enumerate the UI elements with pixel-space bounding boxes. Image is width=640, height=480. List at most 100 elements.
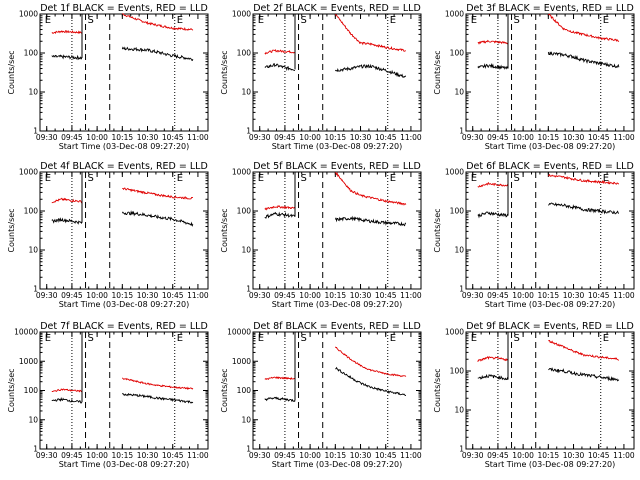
- x-tick-label: 10:45: [162, 291, 184, 300]
- x-tick-label: 09:30: [249, 451, 271, 460]
- x-tick-label: 10:45: [375, 451, 397, 460]
- y-tick-label: 1000: [232, 357, 251, 366]
- x-tick-label: 10:30: [350, 291, 372, 300]
- panel-2: Det 2f BLACK = Events, RED = LLD 1 10 100 10…: [220, 3, 422, 151]
- marker-label: E: [45, 15, 51, 26]
- x-tick-label: 09:45: [61, 451, 83, 460]
- y-axis-label: Counts/sec: [7, 50, 16, 94]
- y-tick-label: 10000: [14, 328, 38, 337]
- lld-series: [547, 173, 620, 185]
- x-tick-label: 09:45: [274, 133, 296, 142]
- events-series: [121, 392, 194, 404]
- lld-series: [548, 339, 619, 361]
- x-tick-label: 10:30: [137, 451, 159, 460]
- plot-frame: [39, 331, 209, 450]
- x-tick-label: 10:15: [112, 133, 134, 142]
- x-tick-label: 09:45: [487, 291, 509, 300]
- panel-title: Det 8f BLACK = Events, RED = LLD: [253, 321, 421, 332]
- marker-label: E: [258, 333, 264, 344]
- x-tick-label: 10:30: [563, 451, 585, 460]
- x-tick-label: 10:30: [350, 133, 372, 142]
- y-axis-label: Counts/sec: [433, 368, 442, 412]
- lld-series: [51, 29, 83, 35]
- x-tick-label: 10:30: [137, 133, 159, 142]
- events-series: [264, 396, 296, 403]
- events-series: [334, 63, 407, 78]
- lld-series: [477, 355, 509, 363]
- y-tick-label: 1000: [19, 357, 38, 366]
- x-tick-label: 09:45: [487, 133, 509, 142]
- marker-label: S: [88, 15, 94, 26]
- x-tick-label: 09:30: [36, 451, 58, 460]
- x-tick-label: 10:45: [162, 133, 184, 142]
- x-tick-label: 10:00: [512, 133, 534, 142]
- panel-title: Det 3f BLACK = Events, RED = LLD: [466, 3, 634, 14]
- x-tick-label: 11:00: [400, 291, 422, 300]
- x-axis-label: Start Time (03-Dec-08 09:27:20): [59, 142, 190, 151]
- events-series: [548, 202, 619, 215]
- x-tick-label: 10:30: [350, 451, 372, 460]
- marker-label: E: [471, 173, 477, 184]
- y-tick-label: 100: [450, 207, 465, 216]
- x-axis-label: Start Time (03-Dec-08 09:27:20): [272, 300, 403, 309]
- y-tick-label: 1: [33, 127, 38, 136]
- lld-series: [548, 13, 620, 43]
- y-tick-label: 100: [450, 367, 465, 376]
- lld-series: [477, 39, 509, 45]
- x-tick-label: 10:45: [375, 133, 397, 142]
- events-series: [264, 62, 295, 72]
- x-axis-label: Start Time (03-Dec-08 09:27:20): [59, 460, 190, 469]
- x-tick-label: 09:45: [274, 291, 296, 300]
- events-series: [51, 54, 83, 61]
- x-tick-label: 10:00: [86, 291, 108, 300]
- y-tick-label: 1: [246, 127, 251, 136]
- x-tick-label: 11:00: [613, 291, 635, 300]
- y-axis-label: Counts/sec: [433, 208, 442, 252]
- x-tick-label: 10:15: [538, 451, 560, 460]
- marker-label: E: [390, 333, 396, 344]
- events-series: [121, 46, 194, 62]
- marker-label: E: [603, 333, 609, 344]
- lld-series: [477, 182, 509, 188]
- y-tick-label: 1: [459, 285, 464, 294]
- y-axis-label: Counts/sec: [7, 368, 16, 412]
- y-tick-label: 1000: [445, 328, 464, 337]
- x-axis-label: Start Time (03-Dec-08 09:27:20): [485, 142, 616, 151]
- events-series: [51, 217, 83, 225]
- y-tick-label: 10: [241, 88, 251, 97]
- y-tick-label: 10: [454, 88, 464, 97]
- y-tick-label: 10: [454, 246, 464, 255]
- panel-7: Det 7f BLACK = Events, RED = LLD 1 10 100 10…: [7, 321, 209, 469]
- marker-label: E: [471, 333, 477, 344]
- y-tick-label: 1000: [232, 10, 251, 19]
- y-tick-label: 1000: [19, 168, 38, 177]
- lld-series: [334, 346, 407, 378]
- lld-series: [264, 205, 296, 211]
- marker-label: E: [45, 173, 51, 184]
- x-tick-label: 10:45: [375, 291, 397, 300]
- y-tick-label: 1000: [19, 10, 38, 19]
- y-axis-label: Counts/sec: [220, 208, 229, 252]
- x-tick-label: 10:00: [299, 133, 321, 142]
- marker-label: E: [390, 15, 396, 26]
- x-tick-label: 10:45: [588, 133, 610, 142]
- y-tick-label: 100: [24, 207, 39, 216]
- lld-series: [51, 197, 83, 204]
- lld-series: [122, 187, 193, 200]
- y-tick-label: 1: [33, 445, 38, 454]
- y-tick-label: 10: [28, 246, 38, 255]
- lld-series: [51, 388, 83, 393]
- panel-3: Det 3f BLACK = Events, RED = LLD 1 10 100 10…: [433, 3, 635, 151]
- y-tick-label: 100: [237, 49, 252, 58]
- x-axis-label: Start Time (03-Dec-08 09:27:20): [59, 300, 190, 309]
- plot-frame: [465, 331, 635, 450]
- marker-label: E: [258, 173, 264, 184]
- y-tick-label: 100: [24, 49, 39, 58]
- y-tick-label: 10: [28, 88, 38, 97]
- plot-frame: [39, 171, 209, 290]
- x-tick-label: 10:00: [512, 291, 534, 300]
- panel-title: Det 4f BLACK = Events, RED = LLD: [40, 161, 208, 172]
- x-tick-label: 09:30: [462, 451, 484, 460]
- x-axis-label: Start Time (03-Dec-08 09:27:20): [485, 300, 616, 309]
- marker-label: S: [88, 333, 94, 344]
